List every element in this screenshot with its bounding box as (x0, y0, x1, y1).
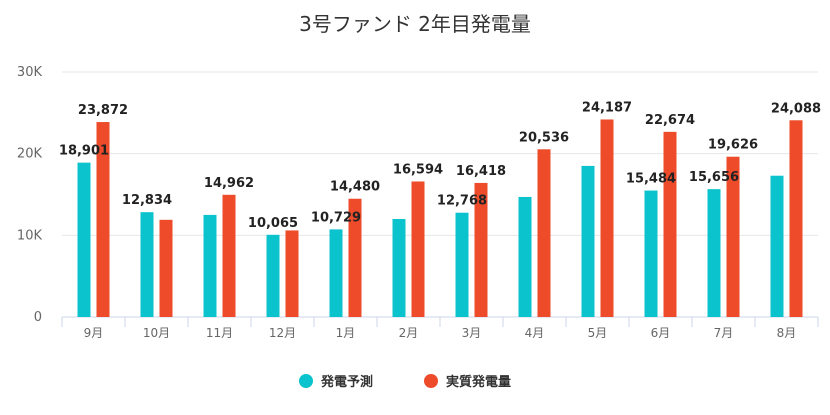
x-tick-label: 9月 (84, 326, 104, 340)
bar-forecast[interactable] (203, 214, 217, 317)
chart-title: 3号ファンド 2年目発電量 (299, 12, 531, 36)
legend-marker (299, 374, 313, 388)
bar-forecast[interactable] (329, 229, 343, 317)
bar-forecast[interactable] (266, 234, 280, 317)
y-tick-label: 10K (17, 228, 43, 243)
legend-marker (424, 374, 438, 388)
data-label: 19,626 (708, 138, 758, 153)
data-labels-layer: 18,901 12,834 10,065 10,729 12,768 15,484 15,6… (59, 100, 821, 230)
bar-forecast[interactable] (644, 190, 658, 317)
bars-layer (77, 119, 803, 317)
data-label: 24,187 (582, 100, 632, 115)
legend-label: 発電予測 (320, 374, 373, 390)
data-label: 15,656 (689, 170, 739, 185)
bar-actual[interactable] (789, 120, 803, 317)
data-label: 22,674 (645, 113, 695, 128)
bar-forecast[interactable] (455, 212, 469, 317)
bar-actual[interactable] (663, 131, 677, 317)
data-label: 10,729 (311, 210, 361, 225)
bar-forecast[interactable] (518, 196, 532, 317)
bar-forecast[interactable] (77, 162, 91, 317)
x-tick-label: 12月 (269, 326, 296, 340)
bar-actual[interactable] (159, 219, 173, 317)
x-tick-label: 10月 (143, 326, 170, 340)
x-tick-label: 4月 (525, 326, 545, 340)
legend-item[interactable]: 発電予測 (299, 374, 373, 390)
legend[interactable]: 発電予測 実質発電量 (299, 374, 511, 390)
bar-actual[interactable] (474, 182, 488, 317)
bar-actual[interactable] (96, 122, 110, 317)
x-tick-label: 6月 (651, 326, 671, 340)
data-label: 24,088 (771, 101, 821, 116)
x-tick-label: 3月 (462, 326, 482, 340)
data-label: 14,480 (330, 180, 380, 195)
x-tick-label: 11月 (206, 326, 233, 340)
bar-actual[interactable] (348, 198, 362, 317)
data-label: 12,768 (437, 194, 487, 209)
data-label: 10,065 (248, 216, 298, 231)
data-label: 16,418 (456, 164, 506, 179)
data-label: 12,834 (122, 193, 172, 208)
legend-label: 実質発電量 (446, 374, 511, 390)
data-label: 18,901 (59, 144, 109, 159)
data-label: 14,962 (204, 176, 254, 191)
x-tick-label: 7月 (714, 326, 734, 340)
y-tick-label: 30K (17, 65, 43, 80)
data-label: 15,484 (626, 172, 676, 187)
legend-item[interactable]: 実質発電量 (424, 374, 511, 390)
bar-forecast[interactable] (392, 219, 406, 317)
x-tick-label: 8月 (777, 326, 797, 340)
x-tick-label: 5月 (588, 326, 608, 340)
bar-actual[interactable] (411, 181, 425, 317)
x-tick-label: 2月 (399, 326, 419, 340)
x-tick-label: 1月 (336, 326, 356, 340)
y-tick-label: 0 (34, 310, 42, 325)
bar-actual[interactable] (600, 119, 614, 317)
data-label: 20,536 (519, 130, 569, 145)
bar-actual[interactable] (222, 194, 236, 317)
data-label: 23,872 (78, 103, 128, 118)
bar-forecast[interactable] (140, 212, 154, 317)
data-label: 16,594 (393, 162, 443, 177)
bar-forecast[interactable] (770, 175, 784, 317)
y-tick-label: 20K (17, 147, 43, 162)
bar-actual[interactable] (537, 149, 551, 317)
bar-forecast[interactable] (581, 165, 595, 317)
grid-layer: 0 10K 20K 30K 9月 10月 11月 12月 1月 2月 3月 4月 5月 6月 7月 8月 (17, 65, 819, 340)
bar-forecast[interactable] (707, 189, 721, 317)
bar-actual[interactable] (726, 156, 740, 317)
bar-actual[interactable] (285, 230, 299, 317)
